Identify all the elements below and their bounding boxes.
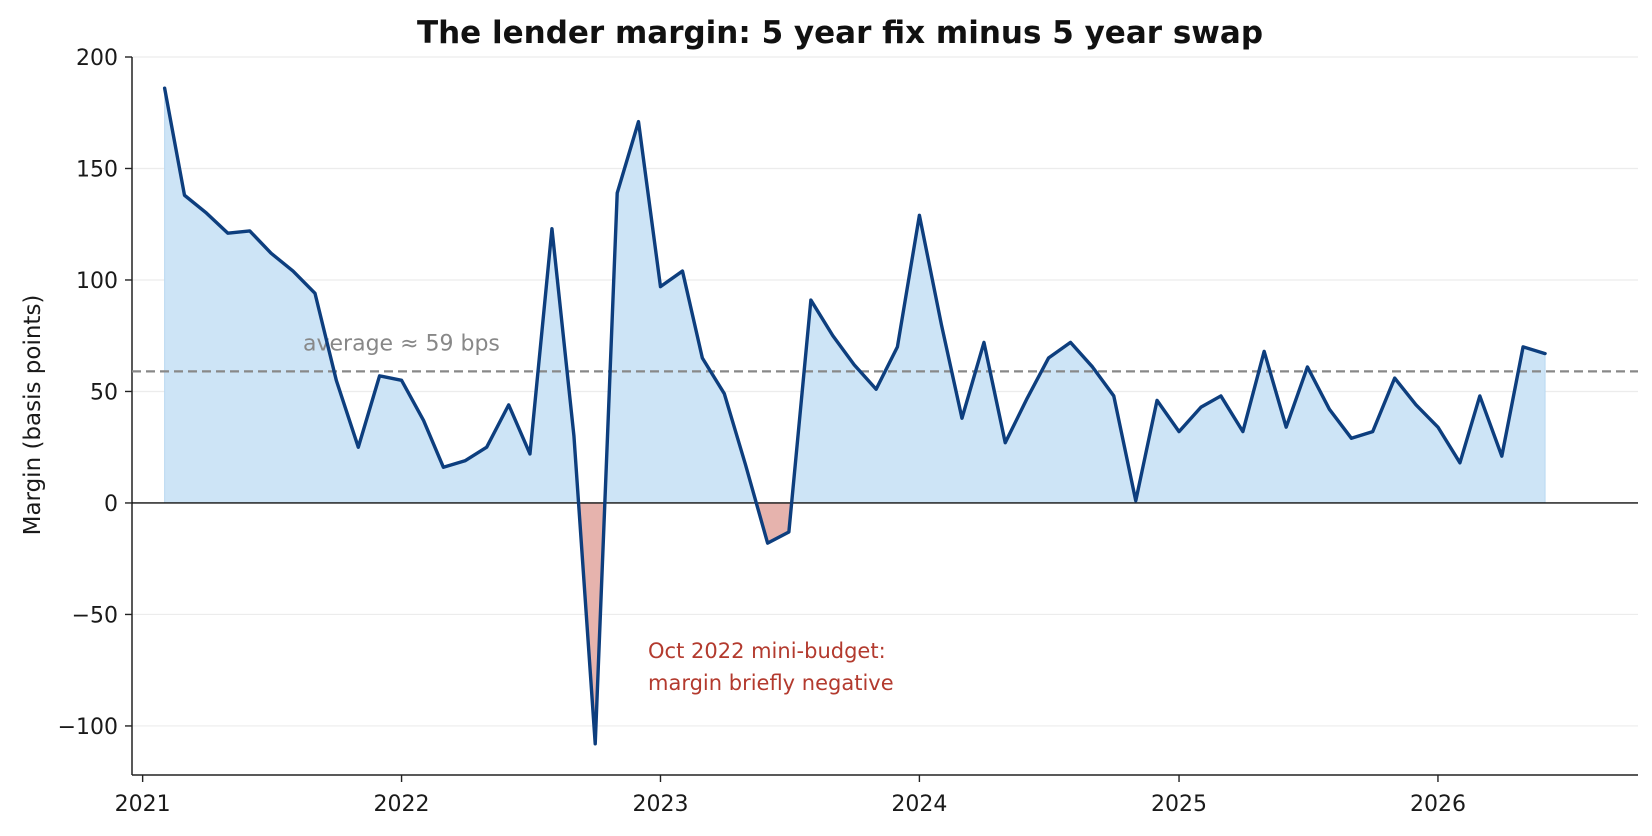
axes bbox=[125, 56, 1638, 782]
data-point bbox=[787, 530, 791, 534]
data-point bbox=[269, 251, 273, 255]
data-point bbox=[744, 463, 748, 467]
annotation: Oct 2022 mini-budget: margin briefly neg… bbox=[648, 639, 894, 695]
data-point bbox=[1327, 407, 1331, 411]
average: average ≈ 59 bps bbox=[132, 331, 1638, 373]
data-point bbox=[378, 374, 382, 378]
data-point bbox=[1025, 396, 1029, 400]
data-point bbox=[313, 291, 317, 295]
data-point bbox=[1436, 425, 1440, 429]
data-point bbox=[809, 298, 813, 302]
data-point bbox=[422, 418, 426, 422]
y-axis-label: Margin (basis points) bbox=[20, 295, 46, 536]
data-point bbox=[874, 387, 878, 391]
data-point bbox=[334, 378, 338, 382]
data-point bbox=[939, 323, 943, 327]
data-point bbox=[291, 269, 295, 273]
x-tick-label: 2021 bbox=[115, 792, 171, 817]
data-point bbox=[248, 229, 252, 233]
data-point bbox=[1241, 430, 1245, 434]
data-point bbox=[356, 445, 360, 449]
data-point bbox=[1219, 394, 1223, 398]
annotation-line-2: margin briefly negative bbox=[648, 671, 894, 695]
x-tick-label: 2026 bbox=[1410, 792, 1466, 817]
data-point bbox=[895, 345, 899, 349]
data-point bbox=[593, 742, 597, 746]
data-point bbox=[204, 211, 208, 215]
data-point bbox=[226, 231, 230, 235]
data-point bbox=[615, 191, 619, 195]
data-point bbox=[1069, 340, 1073, 344]
positive-area bbox=[791, 215, 1546, 504]
data-point bbox=[163, 86, 167, 90]
data-point bbox=[550, 227, 554, 231]
y-tick-label: 100 bbox=[76, 269, 118, 294]
data-point bbox=[1478, 394, 1482, 398]
data-point bbox=[1134, 499, 1138, 503]
data-point bbox=[528, 452, 532, 456]
x-tick-label: 2022 bbox=[374, 792, 430, 817]
data-point bbox=[441, 465, 445, 469]
y-tick-label: 0 bbox=[104, 492, 118, 517]
data-point bbox=[1199, 405, 1203, 409]
data-point bbox=[917, 213, 921, 217]
y-tick-label: 200 bbox=[76, 46, 118, 71]
data-point bbox=[572, 434, 576, 438]
data-point bbox=[182, 193, 186, 197]
data-point bbox=[463, 459, 467, 463]
x-tick-label: 2023 bbox=[632, 792, 688, 817]
average-label: average ≈ 59 bps bbox=[303, 331, 500, 356]
chart-title: The lender margin: 5 year fix minus 5 ye… bbox=[417, 15, 1263, 51]
data-point bbox=[700, 356, 704, 360]
series-line bbox=[162, 86, 1547, 746]
data-point bbox=[1371, 430, 1375, 434]
data-point bbox=[400, 378, 404, 382]
y-tick-label: 150 bbox=[76, 157, 118, 182]
data-point bbox=[722, 392, 726, 396]
data-point bbox=[485, 445, 489, 449]
data-point bbox=[960, 416, 964, 420]
data-point bbox=[1349, 436, 1353, 440]
annotation-line-1: Oct 2022 mini-budget: bbox=[648, 639, 886, 663]
data-point bbox=[1543, 352, 1547, 356]
tick-labels: 200 150 100 50 0 −50 −100 2021 2022 2023 2024 2025 2… bbox=[58, 46, 1466, 817]
data-point bbox=[1393, 376, 1397, 380]
x-tick-label: 2024 bbox=[891, 792, 947, 817]
data-point bbox=[1177, 430, 1181, 434]
data-point bbox=[1458, 461, 1462, 465]
data-point bbox=[658, 285, 662, 289]
data-point bbox=[1003, 441, 1007, 445]
data-point bbox=[831, 334, 835, 338]
data-point bbox=[1155, 398, 1159, 402]
data-point bbox=[1414, 403, 1418, 407]
data-point bbox=[507, 403, 511, 407]
data-point bbox=[1112, 394, 1116, 398]
positive-area bbox=[604, 121, 757, 504]
data-point bbox=[1521, 345, 1525, 349]
data-point bbox=[766, 541, 770, 545]
data-point bbox=[680, 269, 684, 273]
data-point bbox=[1284, 425, 1288, 429]
data-point bbox=[636, 120, 640, 124]
data-point bbox=[1047, 356, 1051, 360]
data-point bbox=[1305, 365, 1309, 369]
y-tick-label: −50 bbox=[72, 603, 118, 628]
data-point bbox=[982, 340, 986, 344]
series-line-group bbox=[162, 86, 1547, 746]
positive-area bbox=[164, 88, 580, 504]
data-point bbox=[852, 363, 856, 367]
data-point bbox=[1262, 349, 1266, 353]
y-tick-label: −100 bbox=[58, 715, 118, 740]
x-tick-label: 2025 bbox=[1151, 792, 1207, 817]
data-point bbox=[1090, 365, 1094, 369]
y-tick-label: 50 bbox=[90, 380, 118, 405]
data-point bbox=[1500, 454, 1504, 458]
